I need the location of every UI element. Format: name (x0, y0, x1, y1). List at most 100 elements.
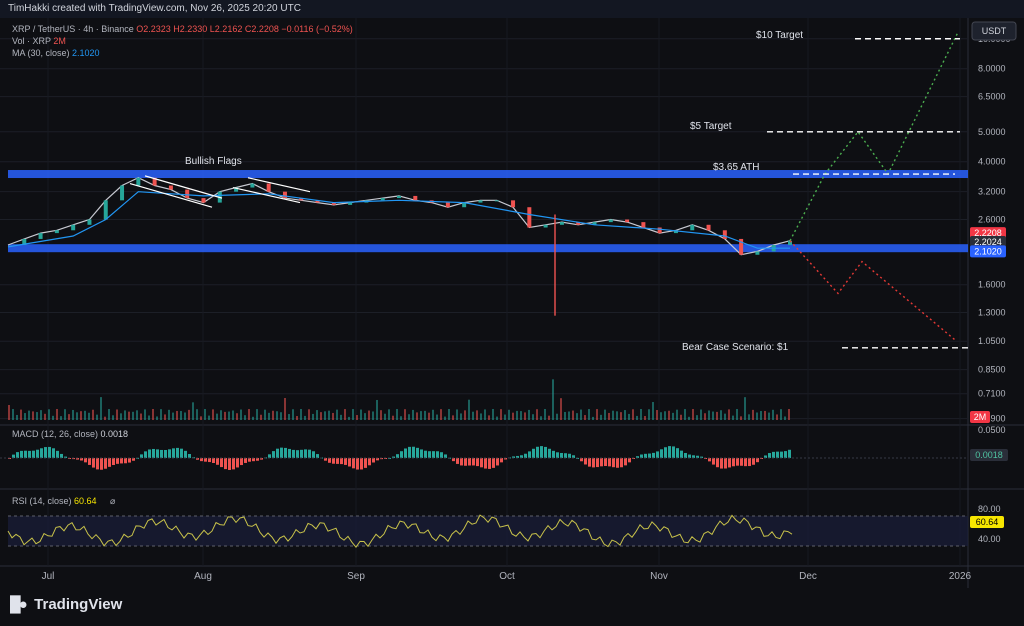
macd-bar (436, 451, 439, 458)
volume-bar (716, 411, 718, 420)
volume-bar (132, 411, 134, 420)
macd-bar (252, 458, 255, 462)
price-candle (266, 183, 271, 192)
volume-bar (432, 409, 434, 420)
price-badge-label: 2.2208 (974, 228, 1002, 238)
volume-bar (556, 413, 558, 420)
macd-bar (588, 458, 591, 467)
macd-bar (180, 448, 183, 458)
volume-bar (372, 411, 374, 420)
volume-bar (748, 414, 750, 420)
macd-legend: MACD (12, 26, close) 0.0018 (12, 429, 128, 439)
macd-bar (368, 458, 371, 466)
volume-bar (712, 411, 714, 420)
volume-bar (8, 405, 10, 420)
macd-bar (396, 454, 399, 458)
price-candle (315, 200, 320, 203)
rsi-badge-label: 60.64 (976, 517, 999, 527)
macd-bar (716, 458, 719, 468)
macd-bar (200, 458, 203, 462)
macd-bar (644, 453, 647, 458)
volume-bar (120, 413, 122, 420)
macd-bar (316, 454, 319, 458)
price-tick-label: 1.6000 (978, 280, 1006, 290)
time-axis-label: Dec (799, 571, 817, 582)
macd-bar (64, 456, 67, 458)
volume-bar (640, 409, 642, 420)
volume-bar (260, 414, 262, 420)
macd-bar (428, 451, 431, 458)
price-candle (331, 202, 336, 205)
volume-bar (292, 409, 294, 420)
volume-bar (324, 411, 326, 420)
volume-bar (160, 409, 162, 420)
macd-bar (464, 458, 467, 466)
macd-bar (612, 458, 615, 468)
currency-button[interactable] (971, 21, 1017, 41)
volume-bar (56, 409, 58, 420)
macd-bar (516, 455, 519, 458)
volume-bar (672, 412, 674, 420)
volume-bar (744, 397, 746, 420)
legend-volume: Vol · XRP 2M (12, 36, 66, 46)
volume-bar (584, 415, 586, 420)
macd-bar (348, 458, 351, 467)
macd-bar (684, 452, 687, 458)
macd-bar (48, 446, 51, 458)
eye-off-icon: ⌀ (110, 496, 116, 506)
macd-bar (452, 458, 455, 462)
macd-bar (268, 454, 271, 458)
volume-bar (128, 411, 130, 420)
price-candle (413, 195, 418, 201)
volume-bar (512, 412, 514, 420)
volume-bar (144, 409, 146, 420)
macd-bar (740, 458, 743, 466)
price-tick-label: 1.0500 (978, 336, 1006, 346)
macd-bar (652, 452, 655, 458)
currency-button-label[interactable]: USDT (982, 26, 1007, 36)
macd-bar (212, 458, 215, 464)
volume-bar (764, 410, 766, 420)
footer: █● TradingView (0, 588, 1024, 626)
volume-bar (728, 409, 730, 420)
macd-bar (712, 458, 715, 465)
macd-bar (280, 447, 283, 458)
macd-bar (700, 456, 703, 458)
volume-bar (620, 412, 622, 420)
price-candle (201, 198, 206, 203)
macd-bar (572, 455, 575, 458)
macd-bar (288, 448, 291, 458)
macd-bar (300, 449, 303, 458)
macd-bar (636, 456, 639, 458)
macd-bar (372, 458, 375, 463)
volume-bar (140, 413, 142, 420)
volume-bar (88, 412, 90, 420)
macd-bar (620, 458, 623, 468)
volume-bar (276, 411, 278, 420)
macd-bar (600, 458, 603, 467)
legend-change: −0.0116 (−0.52%) (281, 24, 352, 34)
volume-bar (496, 416, 498, 420)
price-candle (706, 224, 711, 231)
macd-bar (476, 458, 479, 467)
price-candle (641, 222, 646, 228)
macd-bar (240, 458, 243, 466)
tradingview-logo[interactable]: █● TradingView (10, 596, 122, 613)
macd-bar (224, 458, 227, 470)
macd-bar (524, 453, 527, 458)
macd-bar (672, 446, 675, 458)
macd-bar (720, 458, 723, 469)
volume-bar (552, 379, 554, 420)
volume-bar (204, 409, 206, 420)
macd-bar (532, 448, 535, 458)
price-candle (722, 230, 727, 239)
macd-bar (328, 458, 331, 463)
volume-bar (376, 399, 378, 420)
macd-bar (172, 448, 175, 458)
volume-bar (228, 411, 230, 420)
legend-close: C2.2208 (245, 24, 282, 34)
price-chart[interactable]: 10.00008.00006.50005.00004.00003.20002.6… (0, 18, 1024, 588)
price-tick-label: 6.5000 (978, 92, 1006, 102)
macd-bar (32, 450, 35, 458)
price-candle (136, 177, 141, 186)
